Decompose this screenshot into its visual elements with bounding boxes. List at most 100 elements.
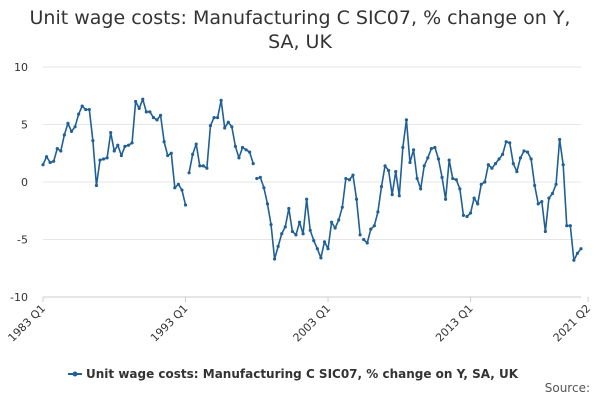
data-point[interactable] <box>272 257 277 261</box>
data-point[interactable] <box>376 210 380 214</box>
data-point[interactable] <box>148 110 152 114</box>
data-point[interactable] <box>351 173 355 177</box>
data-point[interactable] <box>134 99 138 104</box>
data-point[interactable] <box>354 197 359 201</box>
data-point[interactable] <box>461 213 466 217</box>
data-point[interactable] <box>426 156 430 160</box>
data-point[interactable] <box>465 214 469 219</box>
data-point[interactable] <box>294 233 298 237</box>
data-point[interactable] <box>258 175 262 179</box>
data-point[interactable] <box>301 232 305 236</box>
data-point[interactable] <box>508 141 512 145</box>
data-point[interactable] <box>233 144 237 148</box>
data-point[interactable] <box>109 130 113 135</box>
data-point[interactable] <box>105 156 109 160</box>
data-point[interactable] <box>269 222 273 227</box>
data-point[interactable] <box>451 176 455 181</box>
data-point[interactable] <box>454 178 458 182</box>
data-point[interactable] <box>390 193 394 197</box>
data-point[interactable] <box>429 147 433 151</box>
data-point[interactable] <box>55 147 59 151</box>
data-point[interactable] <box>525 150 530 154</box>
data-point[interactable] <box>198 164 202 168</box>
data-point[interactable] <box>240 145 245 150</box>
data-point[interactable] <box>215 116 220 120</box>
data-point[interactable] <box>205 166 209 170</box>
data-point[interactable] <box>319 256 323 260</box>
data-point[interactable] <box>419 187 423 191</box>
data-point[interactable] <box>558 137 562 142</box>
data-point[interactable] <box>497 157 501 161</box>
data-point[interactable] <box>575 251 580 255</box>
data-point[interactable] <box>479 182 483 186</box>
data-point[interactable] <box>123 144 127 148</box>
data-point[interactable] <box>166 153 170 158</box>
data-point[interactable] <box>66 121 70 125</box>
data-point[interactable] <box>248 150 252 154</box>
data-point[interactable] <box>244 148 248 152</box>
data-point[interactable] <box>84 107 88 112</box>
data-point[interactable] <box>422 164 426 168</box>
data-point[interactable] <box>515 170 519 174</box>
data-point[interactable] <box>212 116 216 120</box>
data-point[interactable] <box>493 162 498 166</box>
data-point[interactable] <box>130 141 134 145</box>
data-point[interactable] <box>440 175 444 179</box>
data-point[interactable] <box>41 163 45 167</box>
data-point[interactable] <box>169 151 173 155</box>
data-point[interactable] <box>305 197 309 201</box>
data-point[interactable] <box>401 145 405 150</box>
data-point[interactable] <box>547 196 551 200</box>
data-point[interactable] <box>44 155 49 159</box>
data-point[interactable] <box>230 125 234 129</box>
data-point[interactable] <box>191 152 195 156</box>
data-point[interactable] <box>529 157 533 161</box>
data-point[interactable] <box>297 220 302 224</box>
data-point[interactable] <box>411 148 416 152</box>
data-point[interactable] <box>554 182 558 186</box>
data-point[interactable] <box>483 180 487 184</box>
data-point[interactable] <box>94 183 99 188</box>
data-point[interactable] <box>536 202 540 206</box>
data-point[interactable] <box>572 258 576 262</box>
data-point[interactable] <box>194 142 198 146</box>
data-point[interactable] <box>365 241 369 245</box>
data-point[interactable] <box>87 107 91 112</box>
data-point[interactable] <box>287 206 291 211</box>
data-point[interactable] <box>468 211 473 215</box>
data-point[interactable] <box>144 110 148 114</box>
data-point[interactable] <box>533 183 537 188</box>
data-point[interactable] <box>522 149 526 153</box>
data-point[interactable] <box>379 185 384 189</box>
data-point[interactable] <box>48 160 52 165</box>
data-point[interactable] <box>504 140 508 144</box>
data-point[interactable] <box>176 182 180 186</box>
data-point[interactable] <box>550 191 555 196</box>
data-point[interactable] <box>91 139 95 143</box>
data-point[interactable] <box>543 229 547 234</box>
data-point[interactable] <box>77 112 81 116</box>
data-point[interactable] <box>52 159 56 163</box>
data-point[interactable] <box>347 178 352 182</box>
data-point[interactable] <box>397 194 401 198</box>
data-point[interactable] <box>173 186 177 190</box>
data-point[interactable] <box>119 153 123 158</box>
data-point[interactable] <box>180 188 184 192</box>
data-point[interactable] <box>101 157 106 161</box>
data-point[interactable] <box>433 145 437 150</box>
data-point[interactable] <box>158 113 163 117</box>
data-point[interactable] <box>362 237 366 242</box>
data-point[interactable] <box>251 162 255 166</box>
data-point[interactable] <box>394 170 398 174</box>
data-point[interactable] <box>447 158 451 162</box>
data-point[interactable] <box>237 156 241 160</box>
data-point[interactable] <box>329 220 334 224</box>
data-point[interactable] <box>290 229 295 234</box>
source-label[interactable]: Source: <box>544 381 590 395</box>
data-point[interactable] <box>208 124 213 128</box>
data-point[interactable] <box>476 202 480 206</box>
data-point[interactable] <box>436 157 441 161</box>
data-point[interactable] <box>137 106 141 110</box>
data-point[interactable] <box>280 232 284 236</box>
data-point[interactable] <box>162 140 166 144</box>
